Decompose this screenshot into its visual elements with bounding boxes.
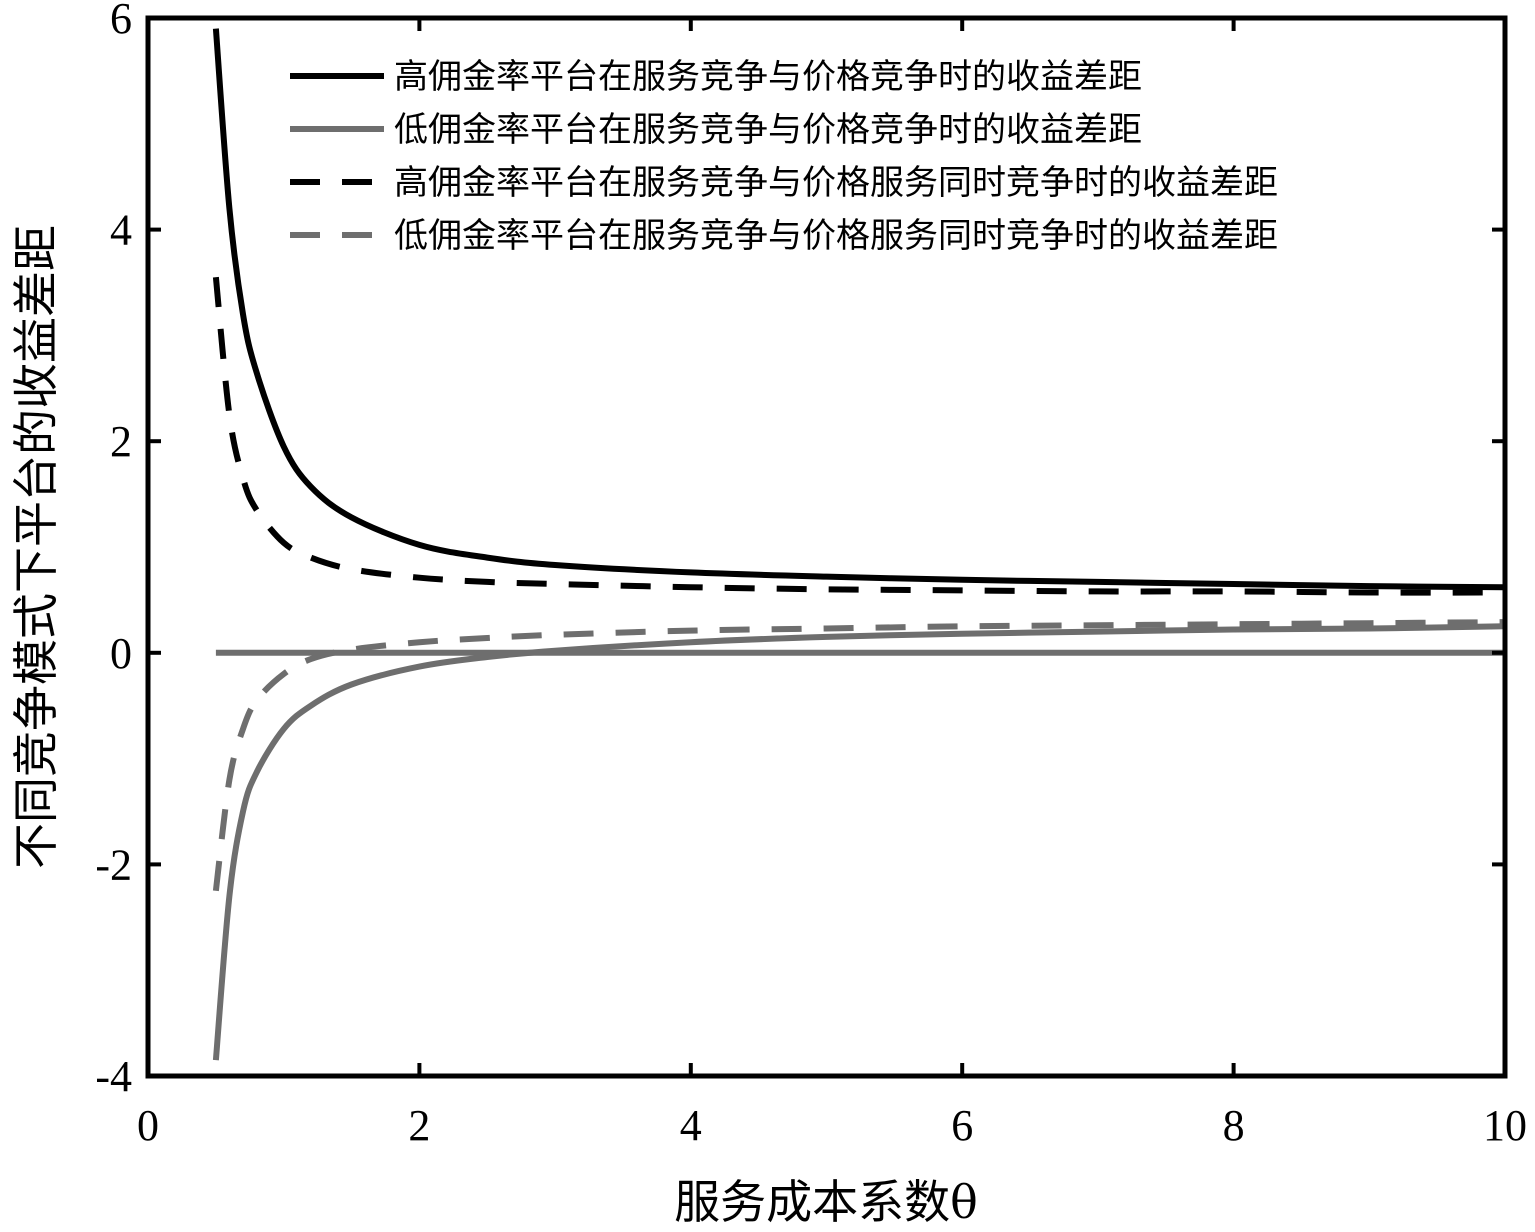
x-tick-label: 2 xyxy=(408,1101,430,1150)
series-line-1 xyxy=(212,28,1506,591)
x-tick-label: 4 xyxy=(680,1101,702,1150)
x-axis-title: 服务成本系数θ xyxy=(674,1175,978,1229)
legend: 高佣金率平台在服务竞争与价格竞争时的收益差距低佣金率平台在服务竞争与价格竞争时的… xyxy=(290,57,1278,256)
legend-label: 高佣金率平台在服务竞争与价格服务同时竞争时的收益差距 xyxy=(394,163,1278,203)
legend-label: 低佣金率平台在服务竞争与价格服务同时竞争时的收益差距 xyxy=(394,216,1278,256)
y-tick-label: 6 xyxy=(110,0,132,43)
y-axis-title: 不同竞争模式下平台的收益差距 xyxy=(9,225,63,869)
legend-label: 低佣金率平台在服务竞争与价格竞争时的收益差距 xyxy=(394,110,1142,150)
y-tick-label: 2 xyxy=(110,417,132,466)
x-tick-label: 6 xyxy=(951,1101,973,1150)
y-tick-label: 0 xyxy=(110,629,132,678)
y-tick-label: -2 xyxy=(95,840,132,889)
plot-lines xyxy=(212,28,1506,1061)
plot-frame xyxy=(145,15,1508,1079)
series-line-4 xyxy=(212,619,1506,892)
y-tick-labels: -4 -2 0 2 4 6 xyxy=(95,0,132,1101)
x-tick-label: 0 xyxy=(137,1101,159,1150)
legend-label: 高佣金率平台在服务竞争与价格竞争时的收益差距 xyxy=(394,57,1142,97)
series-line-3 xyxy=(212,276,1506,596)
x-tick-label: 10 xyxy=(1483,1101,1527,1150)
y-tick-label: -4 xyxy=(95,1052,132,1101)
x-tick-label: 8 xyxy=(1223,1101,1245,1150)
y-tick-label: 4 xyxy=(110,206,132,255)
axis-ticks xyxy=(146,16,1507,1078)
series-line-2 xyxy=(212,623,1506,1061)
x-tick-labels: 0 2 4 6 8 10 xyxy=(137,1101,1527,1150)
